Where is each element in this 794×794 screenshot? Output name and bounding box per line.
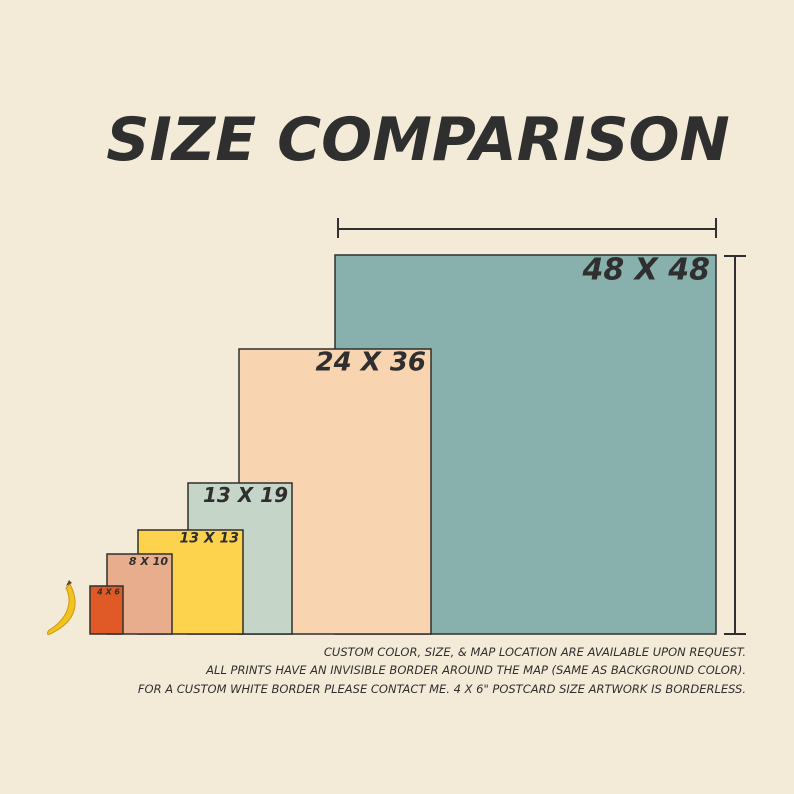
size-label: 13 X 19: [203, 483, 288, 507]
size-label: 4 X 6: [96, 588, 120, 597]
note: ALL PRINTS HAVE AN INVISIBLE BORDER AROU…: [205, 663, 746, 677]
note: FOR A CUSTOM WHITE BORDER PLEASE CONTACT…: [138, 682, 746, 696]
size-label: 13 X 13: [179, 531, 239, 547]
banana: [47, 580, 76, 635]
size-label: 24 X 36: [315, 347, 426, 377]
title: SIZE COMPARISON: [106, 105, 730, 175]
size-label: 48 X 48: [581, 253, 710, 288]
note: CUSTOM COLOR, SIZE, & MAP LOCATION ARE A…: [324, 645, 746, 659]
print-4x6: [89, 585, 124, 635]
size-label: 8 X 10: [129, 555, 168, 568]
dimension-lines: [337, 218, 746, 635]
